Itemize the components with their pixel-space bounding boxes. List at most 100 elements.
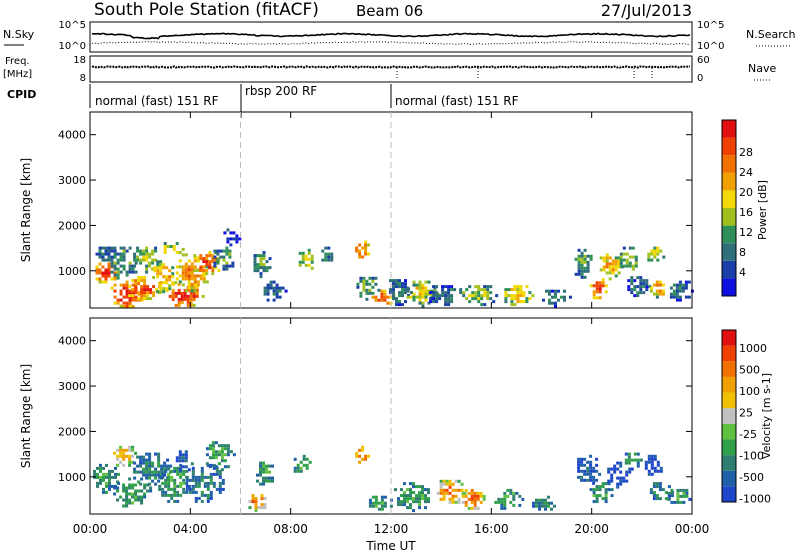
power-cell: [633, 285, 637, 289]
velocity-cell: [464, 503, 468, 507]
velocity-cell: [595, 488, 599, 492]
power-cell: [216, 258, 220, 262]
velocity-cell: [108, 472, 111, 476]
velocity-cell: [173, 484, 177, 488]
power-cell: [371, 291, 375, 295]
velocity-cell: [409, 488, 412, 492]
power-cell: [395, 279, 398, 283]
velocity-cell: [263, 497, 267, 501]
velocity-cell: [589, 472, 593, 476]
power-cell: [116, 270, 120, 274]
velocity-cell: [664, 491, 668, 495]
power-cell: [662, 255, 666, 259]
power-cell: [131, 270, 135, 274]
power-cell: [650, 258, 654, 262]
velocity-cell: [217, 450, 221, 454]
velocity-cell: [170, 487, 174, 491]
power-cell: [678, 283, 682, 287]
power-cell: [604, 284, 608, 288]
velocity-cell: [454, 488, 458, 492]
power-cell: [560, 295, 563, 299]
power-cell: [168, 269, 172, 273]
power-cell: [627, 279, 631, 283]
velocity-cell: [99, 466, 102, 470]
velocity-cell: [209, 475, 213, 479]
power-cell: [189, 291, 193, 295]
velocity-cell: [451, 497, 455, 501]
velocity-cell: [658, 482, 662, 486]
power-cell: [421, 292, 425, 296]
power-cell: [605, 271, 609, 275]
power-cell: [450, 294, 454, 298]
velocity-cell: [544, 504, 547, 508]
power-cell: [324, 246, 328, 250]
power-colorbar-tick: 8: [739, 246, 746, 259]
velocity-cell: [179, 472, 183, 476]
power-cell: [202, 265, 206, 269]
power-cell: [192, 291, 196, 295]
power-cell: [377, 298, 381, 302]
velocity-cell: [151, 479, 155, 483]
power-cell: [486, 297, 490, 301]
velocity-cell: [682, 500, 686, 504]
velocity-cell: [538, 501, 541, 505]
power-cell: [658, 289, 662, 293]
power-cell: [229, 243, 233, 247]
power-cell: [418, 295, 422, 299]
velocity-cell: [160, 470, 164, 474]
velocity-colorbar-swatch: [722, 376, 736, 393]
power-cell: [528, 291, 532, 295]
power-cell: [122, 255, 126, 259]
power-cell: [186, 297, 190, 301]
velocity-cell: [403, 494, 406, 498]
power-cell: [504, 300, 508, 304]
velocity-cell: [167, 472, 171, 476]
velocity-cell: [131, 501, 135, 505]
velocity-cell: [93, 469, 96, 473]
velocity-cell: [128, 477, 132, 481]
velocity-cell: [461, 500, 465, 504]
power-cell: [137, 297, 141, 301]
power-cell: [307, 251, 311, 255]
power-cell: [165, 275, 169, 279]
velocity-cell: [160, 464, 164, 468]
power-cell: [450, 288, 454, 292]
power-cell: [193, 274, 197, 278]
power-cell: [266, 286, 270, 290]
power-cell: [672, 289, 676, 293]
power-cell: [196, 259, 200, 263]
power-cell: [636, 285, 640, 289]
velocity-cell: [191, 487, 195, 491]
power-cell: [226, 237, 230, 241]
velocity-cell: [93, 475, 96, 479]
velocity-cell: [473, 491, 477, 495]
velocity-cell: [206, 499, 210, 503]
power-cell: [634, 261, 638, 265]
power-cell: [152, 285, 156, 289]
velocity-cell: [397, 500, 400, 504]
velocity-cell: [406, 497, 409, 501]
power-cell: [645, 288, 649, 292]
velocity-cell: [184, 465, 188, 469]
velocity-cell: [448, 491, 452, 495]
velocity-cell: [148, 455, 152, 459]
power-cell: [477, 294, 481, 298]
velocity-cell: [470, 494, 474, 498]
power-cell: [119, 255, 123, 259]
velocity-cell: [226, 444, 230, 448]
power-cell: [143, 291, 147, 295]
power-cell: [625, 264, 629, 268]
velocity-cell: [445, 479, 449, 483]
power-cell: [107, 265, 111, 269]
velocity-cell: [406, 488, 409, 492]
velocity-cell: [145, 473, 149, 477]
power-cell: [119, 252, 123, 256]
power-cell: [327, 246, 331, 250]
power-cell: [107, 262, 111, 266]
noise-panel: N.Sky 10^5 10^0 10^5 10^0 N.Search: [3, 20, 796, 53]
power-cell: [577, 260, 581, 264]
power-cell: [358, 249, 362, 253]
power-cell: [563, 298, 566, 302]
velocity-cell: [151, 473, 155, 477]
